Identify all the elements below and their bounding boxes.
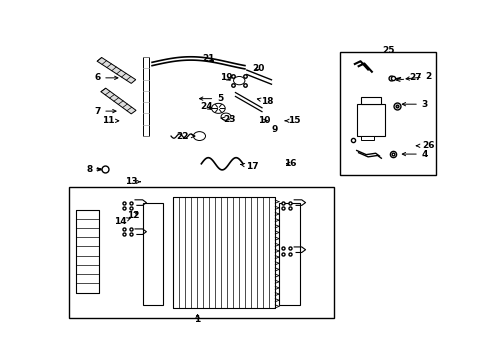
Bar bbox=[360, 97, 381, 104]
Bar bbox=[356, 104, 385, 136]
Text: 20: 20 bbox=[251, 64, 264, 73]
Bar bbox=[68, 187, 333, 318]
Text: 2: 2 bbox=[405, 72, 431, 81]
Bar bbox=[173, 197, 275, 308]
Text: 5: 5 bbox=[199, 94, 223, 103]
Text: 9: 9 bbox=[271, 125, 277, 134]
Text: 21: 21 bbox=[202, 54, 215, 63]
Circle shape bbox=[193, 132, 205, 140]
Circle shape bbox=[211, 103, 225, 113]
Bar bbox=[142, 57, 149, 136]
Bar bbox=[76, 210, 99, 293]
Text: 13: 13 bbox=[125, 177, 140, 186]
Text: 19: 19 bbox=[219, 73, 232, 82]
Text: 1: 1 bbox=[194, 315, 200, 324]
Text: 12: 12 bbox=[126, 211, 139, 220]
Bar bbox=[142, 203, 163, 305]
Text: 11: 11 bbox=[102, 116, 119, 125]
Text: 23: 23 bbox=[220, 115, 236, 124]
Bar bbox=[339, 51, 435, 175]
Text: 4: 4 bbox=[402, 150, 427, 158]
Text: 10: 10 bbox=[257, 116, 269, 125]
Text: 18: 18 bbox=[257, 97, 273, 106]
Text: 27: 27 bbox=[396, 73, 421, 82]
Text: 3: 3 bbox=[402, 100, 427, 109]
Circle shape bbox=[221, 113, 230, 120]
Text: 15: 15 bbox=[285, 116, 300, 125]
Text: 24: 24 bbox=[200, 103, 213, 112]
Text: 22: 22 bbox=[176, 131, 194, 140]
Text: 16: 16 bbox=[284, 159, 296, 168]
Text: 26: 26 bbox=[416, 141, 434, 150]
Text: 6: 6 bbox=[94, 73, 118, 82]
Circle shape bbox=[233, 76, 244, 85]
Text: 25: 25 bbox=[382, 46, 394, 55]
Text: 8: 8 bbox=[86, 165, 101, 174]
Text: 14: 14 bbox=[113, 217, 130, 226]
Polygon shape bbox=[97, 58, 136, 84]
Text: 17: 17 bbox=[240, 162, 258, 171]
Polygon shape bbox=[101, 88, 136, 114]
Bar bbox=[360, 136, 373, 140]
Text: 7: 7 bbox=[94, 107, 116, 116]
Bar bbox=[279, 203, 299, 305]
